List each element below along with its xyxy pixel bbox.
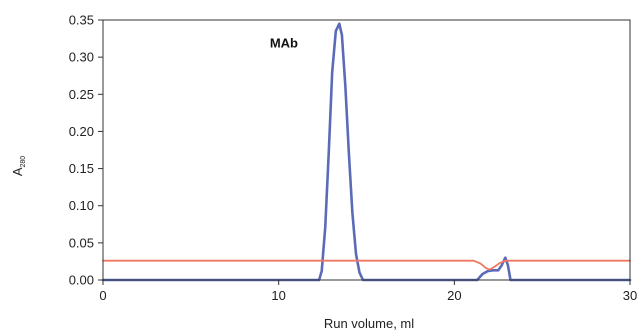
series-line-2 bbox=[102, 259, 631, 271]
y-tick-label: 0.25 bbox=[69, 87, 94, 102]
x-tick-label: 10 bbox=[271, 288, 285, 303]
y-axis-title: A280 bbox=[10, 156, 27, 176]
series-line-1 bbox=[101, 22, 632, 282]
x-tick-label: 0 bbox=[99, 288, 106, 303]
y-tick-label: 0.15 bbox=[69, 161, 94, 176]
y-tick-label: 0.30 bbox=[69, 50, 94, 65]
ticks-layer: 0 10 20 30 0.00 0.05 0.10 0.15 0.20 0.25 0.30 0.35 bbox=[69, 13, 638, 304]
peak-annotation-mab: MAb bbox=[270, 35, 298, 50]
y-tick-label: 0.35 bbox=[69, 13, 94, 28]
y-tick-label: 0.20 bbox=[69, 124, 94, 139]
y-tick-label: 0.05 bbox=[69, 235, 94, 250]
y-tick-label: 0.00 bbox=[69, 273, 94, 288]
plot-frame bbox=[102, 19, 631, 281]
y-axis-title-main: A bbox=[10, 167, 25, 176]
axes-layer bbox=[102, 19, 631, 281]
series-layer bbox=[101, 22, 632, 282]
x-tick-label: 20 bbox=[447, 288, 461, 303]
y-axis-title-subscript: 280 bbox=[20, 156, 27, 168]
x-tick-label: 30 bbox=[623, 288, 637, 303]
svg-text:A280: A280 bbox=[10, 156, 27, 176]
y-tick-label: 0.10 bbox=[69, 198, 94, 213]
x-axis-title: Run volume, ml bbox=[324, 316, 414, 331]
